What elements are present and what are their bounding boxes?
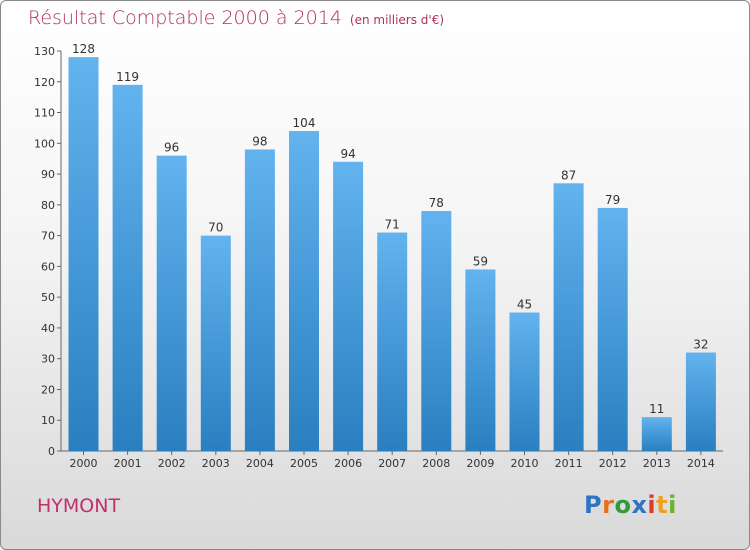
bar: [68, 57, 99, 452]
x-tick-label: 2011: [555, 457, 583, 470]
bar: [685, 352, 716, 451]
bar: [289, 131, 319, 451]
bar: [156, 155, 187, 451]
x-tick-label: 2006: [334, 457, 362, 470]
data-label: 94: [340, 147, 355, 161]
x-tick-label: 2003: [202, 457, 230, 470]
logo-letter: t: [656, 491, 669, 519]
y-tick-label: 20: [41, 383, 55, 396]
logo-letter: x: [631, 491, 648, 519]
bar: [333, 161, 364, 451]
bar: [244, 149, 275, 451]
title-line: Résultat Comptable 2000 à 2014 (en millie…: [28, 7, 444, 29]
x-tick-label: 2002: [158, 457, 186, 470]
data-label: 70: [208, 221, 223, 235]
y-tick-label: 70: [41, 230, 55, 243]
logo-letter: P: [584, 491, 603, 519]
y-tick-label: 50: [41, 291, 55, 304]
data-label: 98: [252, 134, 267, 148]
x-tick-label: 2010: [511, 457, 539, 470]
bar: [200, 235, 231, 451]
x-tick-label: 2012: [599, 457, 627, 470]
bar: [465, 269, 496, 451]
data-label: 11: [649, 402, 664, 416]
data-labels: 128 119 96 70 98 104 94 71 78 59 45 87 79 11 32: [72, 42, 708, 416]
x-tick-label: 2005: [290, 457, 318, 470]
logo-letter: i: [647, 491, 657, 519]
x-tick-label: 2007: [378, 457, 406, 470]
y-tick-label: 60: [41, 260, 55, 273]
y-tick-label: 90: [41, 168, 55, 181]
data-label: 78: [429, 196, 444, 210]
data-label: 79: [605, 193, 620, 207]
data-label: 96: [164, 141, 179, 155]
y-tick-label: 30: [41, 353, 55, 366]
x-tick-label: 2014: [687, 457, 715, 470]
bar: [377, 232, 408, 451]
bar: [597, 207, 628, 451]
y-tick-label: 40: [41, 322, 55, 335]
data-label: 59: [473, 254, 488, 268]
x-tick-label: 2013: [643, 457, 671, 470]
data-label: 71: [385, 218, 400, 232]
data-label: 104: [293, 116, 316, 130]
chart-title: Résultat Comptable 2000 à 2014: [28, 7, 342, 29]
data-label: 45: [517, 298, 532, 312]
data-label: 128: [72, 42, 95, 56]
y-tick-label: 120: [34, 76, 55, 89]
logo-letter: o: [614, 491, 632, 519]
logo-letter: i: [668, 491, 677, 519]
y-tick-label: 110: [34, 107, 55, 120]
y-tick-label: 0: [48, 445, 55, 458]
bar: [553, 183, 584, 452]
x-tick-label: 2000: [70, 457, 98, 470]
commune-name: HYMONT: [37, 495, 121, 517]
chart-subtitle: (en milliers d'€): [349, 13, 445, 27]
logo-letter: r: [602, 491, 615, 519]
x-tick-label: 2009: [466, 457, 494, 470]
bar: [509, 312, 540, 451]
x-tick-label: 2001: [114, 457, 142, 470]
y-tick-label: 130: [34, 45, 55, 58]
y-tick-label: 10: [41, 414, 55, 427]
x-tick-label: 2004: [246, 457, 274, 470]
data-label: 32: [693, 338, 708, 352]
bar: [641, 417, 672, 451]
data-label: 119: [116, 70, 139, 84]
bar: [421, 211, 452, 451]
proxiti-logo[interactable]: Proxiti: [584, 491, 677, 519]
y-tick-label: 100: [34, 137, 55, 150]
x-tick-label: 2008: [422, 457, 450, 470]
bar: [112, 84, 143, 451]
bars: [68, 57, 716, 452]
data-label: 87: [561, 168, 576, 182]
y-tick-label: 80: [41, 199, 55, 212]
